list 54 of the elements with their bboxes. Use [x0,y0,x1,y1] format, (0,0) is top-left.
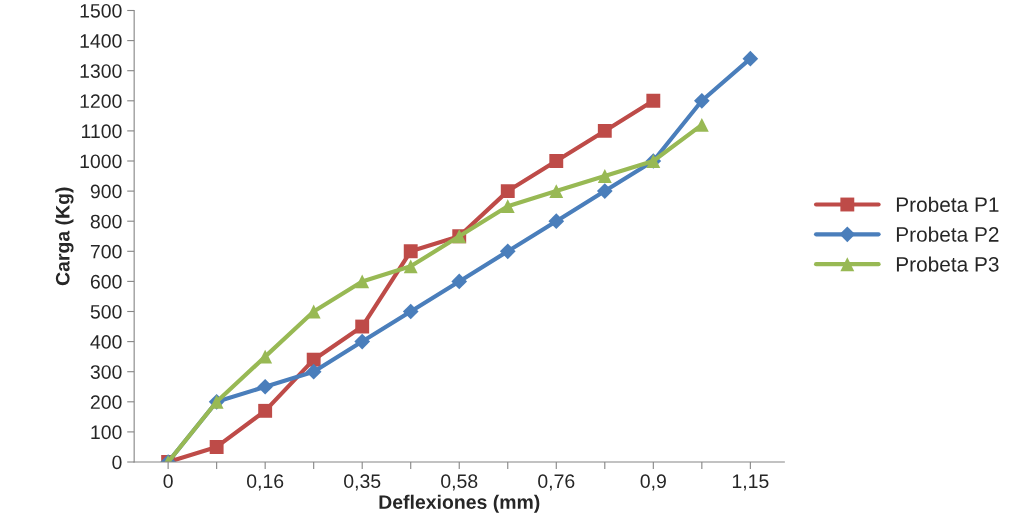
point [402,303,419,320]
y-tick-label: 1100 [82,124,122,139]
x-tick-label: 0,76 [538,474,575,491]
y-tick-label: 800 [90,214,122,229]
point [451,273,468,290]
point [354,333,371,350]
point [742,50,759,67]
y-tick-label: 500 [90,304,122,319]
point [693,92,710,109]
legend-label: Probeta P3 [896,256,999,272]
point [549,154,564,168]
y-tick-label: 0 [112,455,122,470]
y-tick-label: 1000 [80,154,122,169]
x-axis-title: Deflexiones (mm) [379,494,540,513]
legend-label: Probeta P1 [896,196,999,213]
point [305,363,322,380]
point [257,378,274,395]
point [258,403,273,418]
y-tick-label: 1300 [80,64,122,78]
point [306,352,321,367]
x-tick-label: 0,16 [247,474,284,491]
y-tick-label: 300 [90,365,122,379]
x-tick-label: 0,58 [441,474,478,491]
point [500,199,515,214]
point [646,93,661,108]
point [355,274,370,289]
point [549,184,564,199]
y-tick-label: 100 [91,425,122,440]
y-tick-label: 1500 [80,3,122,18]
x-tick-label: 1,15 [732,474,769,491]
point [209,440,224,454]
point [548,213,565,230]
y-tick-label: 700 [90,244,122,259]
point [403,244,418,259]
point [403,259,418,274]
y-axis-title: Carga (Kg) [55,187,74,286]
x-tick-label: 0 [163,474,173,489]
y-tick-label: 200 [90,395,122,410]
point [597,169,612,183]
point [694,117,709,132]
y-tick-label: 400 [90,335,122,349]
point [597,123,612,138]
x-tick-label: 0,9 [640,474,666,491]
point [596,183,613,199]
x-tick-label: 0,35 [344,474,381,491]
y-tick-label: 1200 [80,94,122,109]
y-tick-label: 900 [90,184,122,199]
y-tick-label: 1400 [80,34,122,48]
point [258,349,273,364]
point [499,243,516,260]
y-tick-label: 600 [90,274,122,289]
point [355,319,370,334]
legend-label: Probeta P2 [896,226,999,242]
point [500,184,515,199]
